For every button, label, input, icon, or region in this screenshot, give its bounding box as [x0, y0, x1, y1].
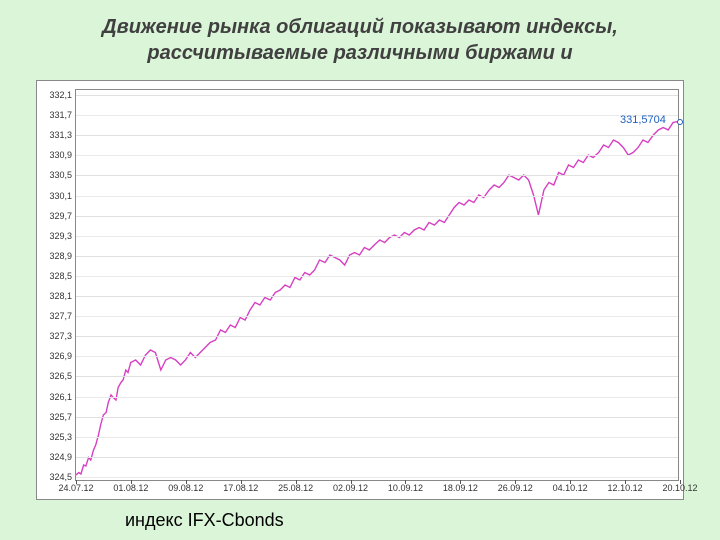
y-tick-label: 328,1: [49, 291, 76, 301]
x-tick-label: 01.08.12: [113, 480, 148, 493]
y-tick-label: 330,1: [49, 191, 76, 201]
gridline: [76, 376, 678, 377]
x-tick-label: 24.07.12: [58, 480, 93, 493]
end-value-label: 331,5704: [620, 114, 666, 126]
gridline: [76, 457, 678, 458]
y-tick-label: 331,7: [49, 110, 76, 120]
page-title: Движение рынка облигаций показывают инде…: [0, 0, 720, 70]
gridline: [76, 316, 678, 317]
x-tick-label: 02.09.12: [333, 480, 368, 493]
gridline: [76, 397, 678, 398]
x-tick-label: 18.09.12: [443, 480, 478, 493]
y-tick-label: 325,3: [49, 432, 76, 442]
y-tick-label: 328,5: [49, 271, 76, 281]
x-tick-label: 09.08.12: [168, 480, 203, 493]
end-point-marker: [677, 119, 683, 125]
plot-area: 324,5324,9325,3325,7326,1326,5326,9327,3…: [75, 89, 679, 481]
y-tick-label: 328,9: [49, 251, 76, 261]
y-tick-label: 329,3: [49, 231, 76, 241]
y-tick-label: 331,3: [49, 130, 76, 140]
gridline: [76, 115, 678, 116]
chart-container: 324,5324,9325,3325,7326,1326,5326,9327,3…: [36, 80, 684, 500]
gridline: [76, 356, 678, 357]
y-tick-label: 325,7: [49, 412, 76, 422]
x-tick-label: 20.10.12: [662, 480, 697, 493]
gridline: [76, 135, 678, 136]
gridline: [76, 175, 678, 176]
line-chart-svg: [76, 90, 678, 480]
gridline: [76, 95, 678, 96]
y-tick-label: 330,9: [49, 150, 76, 160]
gridline: [76, 437, 678, 438]
gridline: [76, 196, 678, 197]
y-tick-label: 327,7: [49, 311, 76, 321]
x-tick-label: 12.10.12: [608, 480, 643, 493]
x-tick-label: 04.10.12: [553, 480, 588, 493]
gridline: [76, 296, 678, 297]
x-tick-label: 17.08.12: [223, 480, 258, 493]
y-tick-label: 329,7: [49, 211, 76, 221]
y-tick-label: 327,3: [49, 331, 76, 341]
chart-caption: индекс IFX-Cbonds: [125, 510, 284, 531]
y-tick-label: 332,1: [49, 90, 76, 100]
x-tick-label: 10.09.12: [388, 480, 423, 493]
x-tick-label: 25.08.12: [278, 480, 313, 493]
y-tick-label: 330,5: [49, 170, 76, 180]
y-tick-label: 326,1: [49, 392, 76, 402]
y-tick-label: 326,9: [49, 351, 76, 361]
gridline: [76, 236, 678, 237]
gridline: [76, 336, 678, 337]
title-line-1: Движение рынка облигаций показывают инде…: [102, 16, 618, 38]
title-line-2: рассчитываемые различными биржами и: [147, 42, 572, 64]
gridline: [76, 477, 678, 478]
y-tick-label: 326,5: [49, 371, 76, 381]
gridline: [76, 256, 678, 257]
gridline: [76, 155, 678, 156]
y-tick-label: 324,9: [49, 452, 76, 462]
gridline: [76, 216, 678, 217]
gridline: [76, 417, 678, 418]
x-tick-label: 26.09.12: [498, 480, 533, 493]
gridline: [76, 276, 678, 277]
